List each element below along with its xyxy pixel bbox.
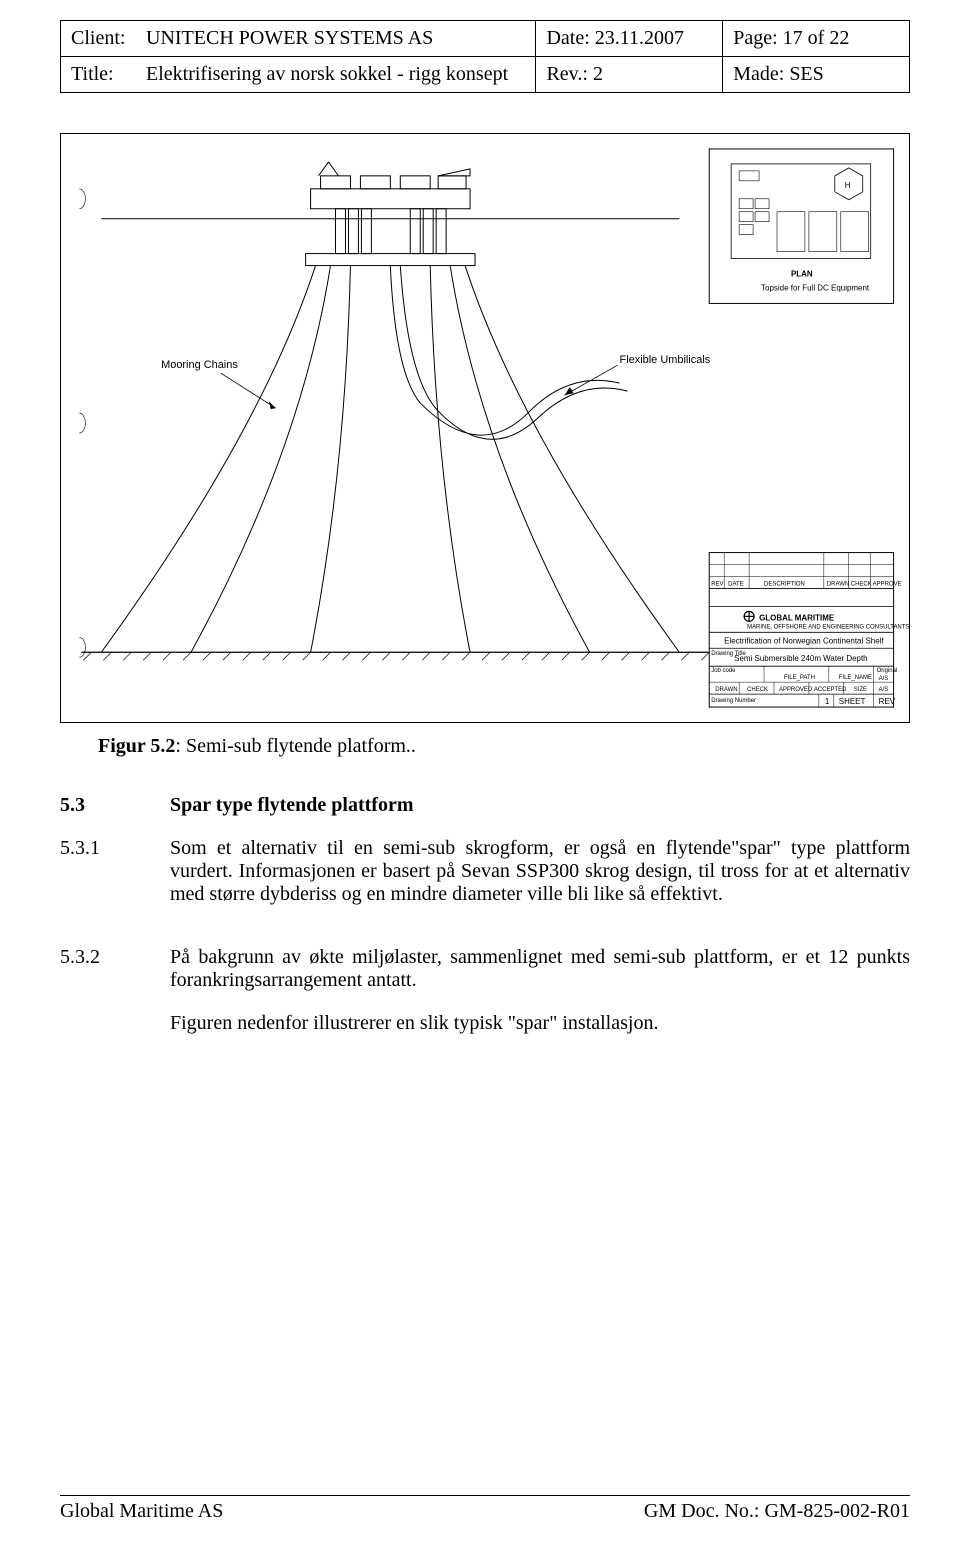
plan-inset: H PLAN Topside for Full DC Equipment bbox=[709, 149, 893, 303]
umbilicals-label: Flexible Umbilicals bbox=[620, 354, 711, 366]
svg-text:MARINE, OFFSHORE AND ENGINEERI: MARINE, OFFSHORE AND ENGINEERING CONSULT… bbox=[747, 624, 909, 630]
svg-text:1: 1 bbox=[825, 697, 830, 706]
svg-text:DRAWN: DRAWN bbox=[715, 687, 737, 693]
client-value: UNITECH POWER SYSTEMS AS bbox=[146, 27, 433, 49]
page-value: 17 of 22 bbox=[783, 27, 850, 49]
drawing-title: Semi Submersible 240m Water Depth bbox=[734, 654, 867, 663]
date-label: Date: bbox=[546, 27, 589, 49]
svg-text:H: H bbox=[845, 181, 851, 190]
footer-left: Global Maritime AS bbox=[60, 1500, 223, 1523]
date-value: 23.11.2007 bbox=[595, 27, 684, 49]
company-name: GLOBAL MARITIME bbox=[759, 613, 834, 622]
svg-text:A/S: A/S bbox=[879, 676, 889, 682]
made-label: Made: bbox=[733, 63, 784, 85]
title-value: Elektrifisering av norsk sokkel - rigg k… bbox=[146, 63, 508, 85]
page-label: Page: bbox=[733, 27, 777, 49]
svg-text:FILE_PATH: FILE_PATH bbox=[784, 675, 815, 681]
title-block: REV DATE DESCRIPTION DRAWN CHECK APPROVE… bbox=[709, 553, 909, 707]
para-1-text: Som et alternativ til en semi-sub skrogf… bbox=[170, 837, 910, 906]
svg-text:SIZE: SIZE bbox=[854, 687, 867, 693]
para-2-text1: På bakgrunn av økte miljølaster, sammenl… bbox=[170, 946, 910, 992]
footer-right: GM Doc. No.: GM-825-002-R01 bbox=[644, 1500, 910, 1523]
page-footer: Global Maritime AS GM Doc. No.: GM-825-0… bbox=[60, 1495, 910, 1523]
svg-text:SHEET: SHEET bbox=[839, 697, 866, 706]
svg-text:CHECK: CHECK bbox=[851, 581, 872, 587]
figure-caption: Figur 5.2: Semi-sub flytende platform.. bbox=[98, 735, 910, 758]
technical-drawing: Mooring Chains Flexible Umbilicals bbox=[60, 133, 910, 723]
para-number-1: 5.3.1 bbox=[60, 837, 170, 926]
made-value: SES bbox=[789, 63, 823, 85]
plan-label: PLAN bbox=[791, 270, 813, 279]
client-label: Client: bbox=[71, 27, 141, 50]
para-2-text2: Figuren nedenfor illustrerer en slik typ… bbox=[170, 1012, 910, 1035]
section-title: Spar type flytende plattform bbox=[170, 794, 414, 817]
caption-label: Figur 5.2 bbox=[98, 735, 175, 757]
svg-text:Job code: Job code bbox=[711, 668, 736, 674]
svg-text:CHECK: CHECK bbox=[747, 687, 768, 693]
mooring-label: Mooring Chains bbox=[161, 359, 238, 371]
svg-text:APPROVE: APPROVE bbox=[873, 581, 902, 587]
svg-text:DRAWN: DRAWN bbox=[827, 581, 849, 587]
svg-text:Drawing Number: Drawing Number bbox=[711, 698, 756, 704]
plan-sub: Topside for Full DC Equipment bbox=[761, 283, 870, 292]
rev-value: 2 bbox=[593, 63, 603, 85]
para-number-2: 5.3.2 bbox=[60, 946, 170, 1055]
rev-label: Rev.: bbox=[546, 63, 587, 85]
title-label: Title: bbox=[71, 63, 141, 86]
section-number: 5.3 bbox=[60, 794, 170, 817]
svg-text:ACCEPTED: ACCEPTED bbox=[814, 687, 847, 693]
svg-text:DATE: DATE bbox=[728, 581, 743, 587]
svg-text:DESCRIPTION: DESCRIPTION bbox=[764, 581, 805, 587]
svg-text:REV: REV bbox=[711, 581, 723, 587]
svg-text:A/S: A/S bbox=[879, 687, 889, 693]
svg-text:APPROVED: APPROVED bbox=[779, 687, 813, 693]
project-title: Electrification of Norwegian Continental… bbox=[724, 636, 884, 645]
svg-text:Original: Original bbox=[877, 668, 898, 674]
svg-text:REV: REV bbox=[879, 697, 896, 706]
header-table: Client: UNITECH POWER SYSTEMS AS Date: 2… bbox=[60, 20, 910, 93]
svg-text:FILE_NAME: FILE_NAME bbox=[839, 675, 872, 681]
caption-text: : Semi-sub flytende platform.. bbox=[175, 735, 416, 757]
